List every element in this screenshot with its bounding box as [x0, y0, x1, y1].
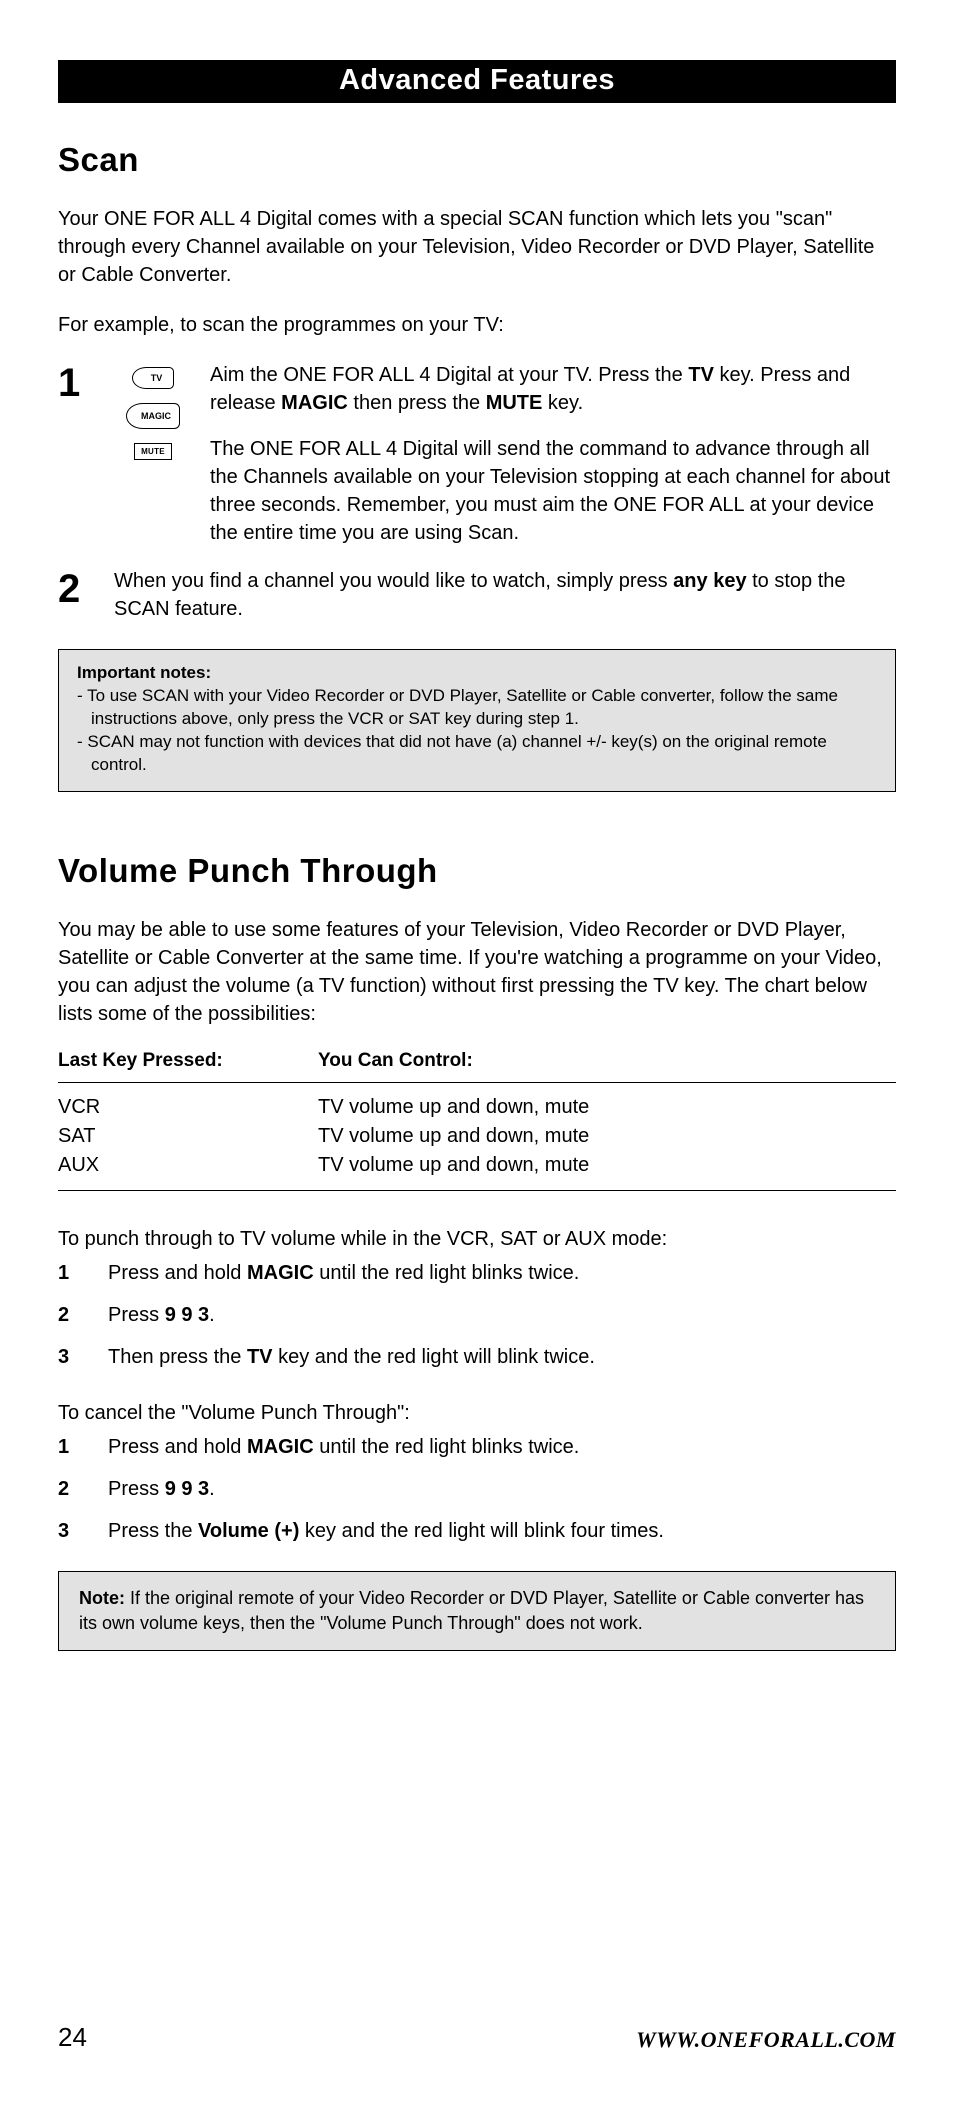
text: key and the red light will blink four ti…: [299, 1520, 664, 1542]
text: Then press the: [108, 1346, 247, 1368]
punch-steps: 1 Press and hold MAGIC until the red lig…: [58, 1259, 896, 1385]
note-item: - SCAN may not function with devices tha…: [77, 731, 877, 777]
vpt-note-box: Note: If the original remote of your Vid…: [58, 1571, 896, 1651]
text: Press: [108, 1304, 165, 1326]
step1-p2: The ONE FOR ALL 4 Digital will send the …: [210, 435, 896, 547]
footer-url: WWW.ONEFORALL.COM: [636, 2027, 896, 2053]
cancel-intro: To cancel the "Volume Punch Through":: [58, 1399, 896, 1427]
step-n: 3: [58, 1343, 78, 1371]
step-n: 1: [58, 1259, 78, 1287]
vpt-table: Last Key Pressed: You Can Control: VCR T…: [58, 1050, 896, 1191]
punch-intro: To punch through to TV volume while in t…: [58, 1225, 896, 1253]
list-item: 2 Press 9 9 3.: [58, 1475, 896, 1503]
text: .: [209, 1304, 215, 1326]
scan-step-2: 2 When you find a channel you would like…: [58, 567, 896, 623]
bold-mute: MUTE: [486, 392, 543, 414]
tv-key-icon: TV: [132, 367, 174, 389]
step-n: 2: [58, 1301, 78, 1329]
step-icons: TV MAGIC MUTE: [114, 361, 192, 460]
text: .: [209, 1478, 215, 1500]
bold: 9 9 3: [165, 1478, 209, 1500]
bold: 9 9 3: [165, 1304, 209, 1326]
col-header-a: Last Key Pressed:: [58, 1050, 318, 1072]
col-header-b: You Can Control:: [318, 1050, 896, 1072]
step-n: 2: [58, 1475, 78, 1503]
text: When you find a channel you would like t…: [114, 570, 673, 592]
cell: SAT: [58, 1122, 318, 1151]
text: Press: [108, 1478, 165, 1500]
notes-title: Important notes:: [77, 662, 877, 685]
cell: TV volume up and down, mute: [318, 1151, 896, 1180]
cancel-steps: 1 Press and hold MAGIC until the red lig…: [58, 1433, 896, 1559]
text: Press and hold: [108, 1436, 247, 1458]
cell: TV volume up and down, mute: [318, 1093, 896, 1122]
text: Press and hold: [108, 1262, 247, 1284]
list-item: 1 Press and hold MAGIC until the red lig…: [58, 1259, 896, 1287]
vpt-heading: Volume Punch Through: [58, 852, 896, 890]
table-row: AUX TV volume up and down, mute: [58, 1151, 896, 1180]
scan-intro: Your ONE FOR ALL 4 Digital comes with a …: [58, 205, 896, 289]
mute-key-icon: MUTE: [134, 443, 172, 460]
table-body: VCR TV volume up and down, mute SAT TV v…: [58, 1083, 896, 1191]
table-header: Last Key Pressed: You Can Control:: [58, 1050, 896, 1083]
scan-example-line: For example, to scan the programmes on y…: [58, 311, 896, 339]
bold-tv: TV: [688, 364, 714, 386]
cell: TV volume up and down, mute: [318, 1122, 896, 1151]
page-footer: 24 WWW.ONEFORALL.COM: [58, 2022, 896, 2053]
cell: VCR: [58, 1093, 318, 1122]
step-number: 1: [58, 361, 96, 403]
note-label: Note:: [79, 1588, 125, 1608]
text: until the red light blinks twice.: [314, 1262, 580, 1284]
step-n: 1: [58, 1433, 78, 1461]
important-notes-box: Important notes: - To use SCAN with your…: [58, 649, 896, 792]
table-row: VCR TV volume up and down, mute: [58, 1093, 896, 1122]
text: until the red light blinks twice.: [314, 1436, 580, 1458]
text: then press the: [348, 392, 486, 414]
list-item: 3 Press the Volume (+) key and the red l…: [58, 1517, 896, 1545]
scan-step-1: 1 TV MAGIC MUTE Aim the ONE FOR ALL 4 Di…: [58, 361, 896, 547]
bold-anykey: any key: [673, 570, 746, 592]
text: key.: [542, 392, 583, 414]
bold: MAGIC: [247, 1436, 314, 1458]
text: key and the red light will blink twice.: [273, 1346, 595, 1368]
step-n: 3: [58, 1517, 78, 1545]
text: Aim the ONE FOR ALL 4 Digital at your TV…: [210, 364, 688, 386]
bold: MAGIC: [247, 1262, 314, 1284]
step-number: 2: [58, 567, 96, 609]
list-item: 3 Then press the TV key and the red ligh…: [58, 1343, 896, 1371]
vpt-intro: You may be able to use some features of …: [58, 916, 896, 1028]
magic-key-icon: MAGIC: [126, 403, 180, 429]
scan-heading: Scan: [58, 141, 896, 179]
list-item: 1 Press and hold MAGIC until the red lig…: [58, 1433, 896, 1461]
note-text: If the original remote of your Video Rec…: [79, 1588, 864, 1633]
bold-magic: MAGIC: [281, 392, 348, 414]
note-item: - To use SCAN with your Video Recorder o…: [77, 685, 877, 731]
text: Press the: [108, 1520, 198, 1542]
bold: TV: [247, 1346, 273, 1368]
section-banner: Advanced Features: [58, 60, 896, 103]
bold: Volume (+): [198, 1520, 299, 1542]
step-text: When you find a channel you would like t…: [114, 567, 896, 623]
cell: AUX: [58, 1151, 318, 1180]
list-item: 2 Press 9 9 3.: [58, 1301, 896, 1329]
step-text: Aim the ONE FOR ALL 4 Digital at your TV…: [210, 361, 896, 547]
page-number: 24: [58, 2022, 87, 2053]
table-row: SAT TV volume up and down, mute: [58, 1122, 896, 1151]
